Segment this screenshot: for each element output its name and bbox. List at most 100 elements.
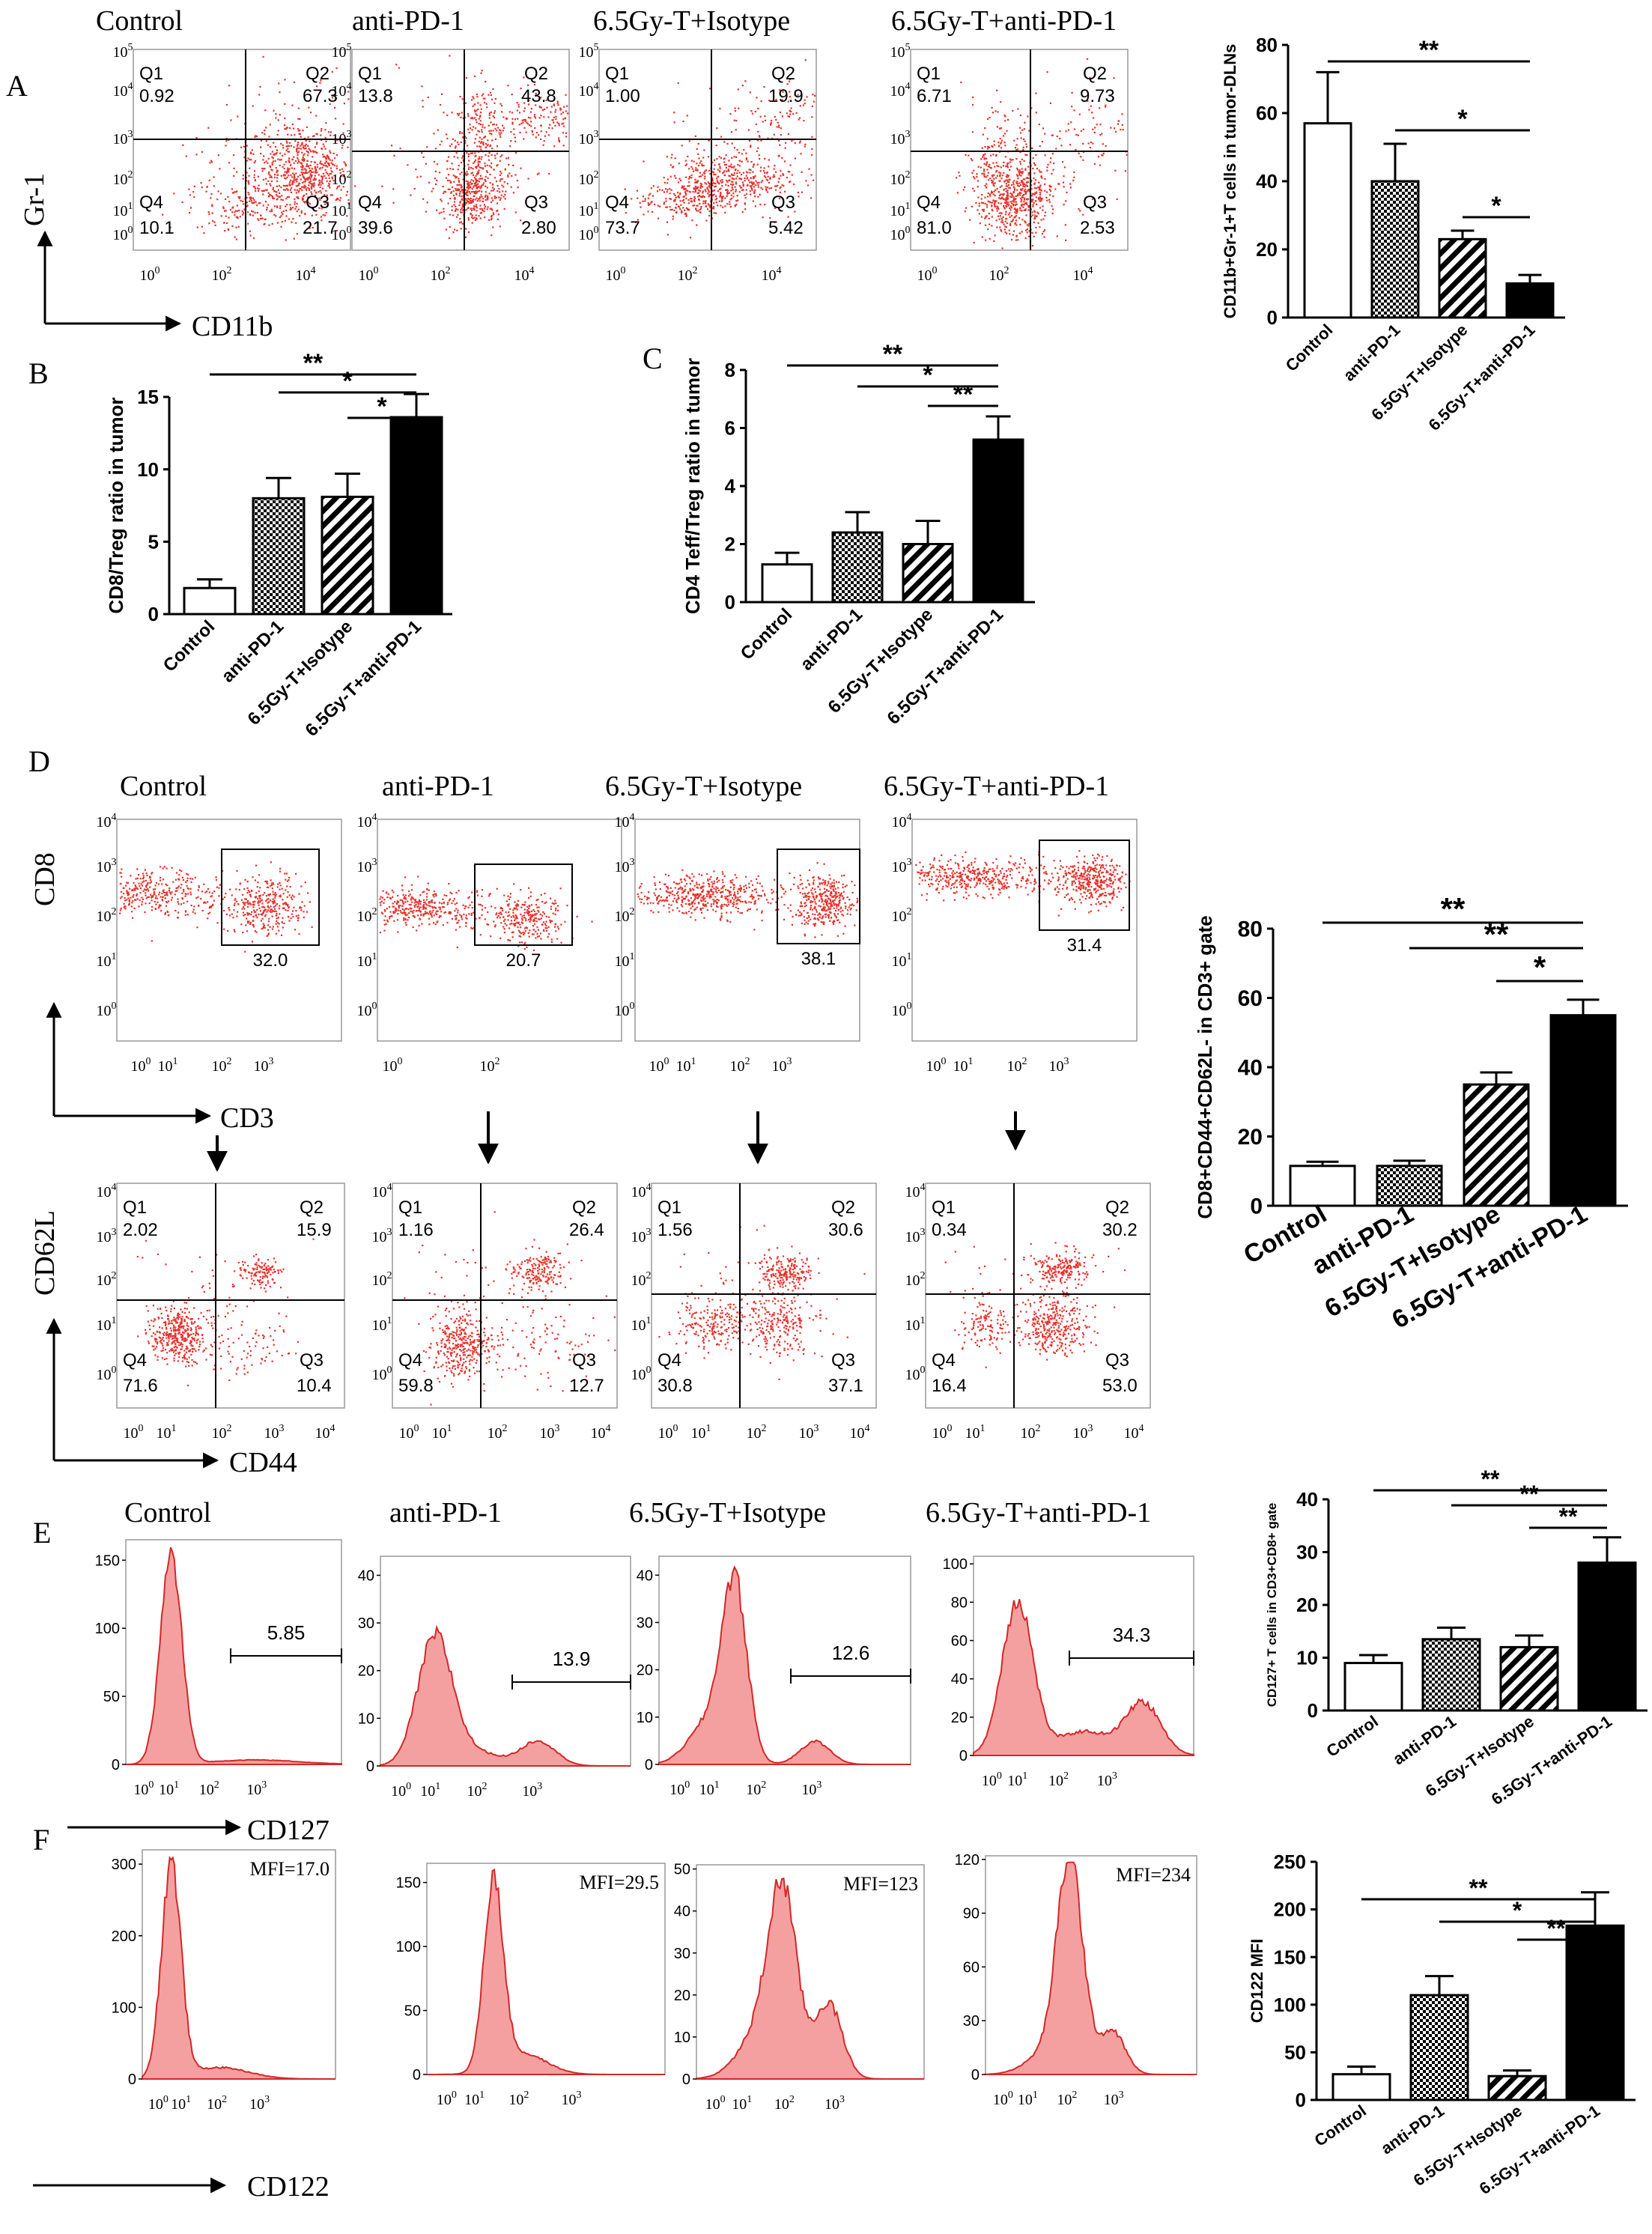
event-dot	[1004, 213, 1006, 216]
event-dot	[470, 152, 472, 154]
event-dot	[707, 879, 709, 881]
event-dot	[470, 926, 473, 929]
event-dot	[697, 153, 699, 155]
event-dot	[991, 112, 994, 114]
event-dot	[752, 171, 754, 173]
event-dot	[460, 141, 462, 144]
event-dot	[701, 163, 703, 166]
event-dot	[516, 102, 518, 104]
event-dot	[1022, 185, 1024, 187]
event-dot	[729, 203, 731, 205]
event-dot	[289, 189, 291, 191]
event-dot	[473, 911, 475, 914]
event-dot	[1015, 212, 1018, 214]
event-dot	[731, 174, 733, 176]
event-dot	[720, 195, 723, 198]
event-dot	[747, 172, 749, 174]
event-dot	[556, 102, 559, 105]
event-dot	[305, 147, 307, 149]
event-dot	[1009, 205, 1012, 207]
event-dot	[465, 914, 467, 917]
event-dot	[269, 146, 271, 148]
event-dot	[253, 176, 255, 179]
event-dot	[326, 157, 328, 160]
event-dot	[341, 147, 343, 149]
event-dot	[231, 894, 233, 896]
event-dot	[553, 116, 555, 118]
event-dot	[328, 184, 330, 186]
event-dot	[708, 194, 711, 196]
event-dot	[714, 900, 717, 902]
event-dot	[475, 204, 478, 206]
event-dot	[805, 180, 807, 182]
event-dot	[232, 192, 234, 194]
event-dot	[511, 923, 513, 925]
event-dot	[307, 136, 309, 139]
event-dot	[565, 110, 567, 112]
event-dot	[1018, 171, 1020, 173]
event-dot	[481, 190, 483, 192]
event-dot	[789, 180, 792, 183]
event-dot	[501, 908, 503, 910]
event-dot	[528, 887, 530, 889]
event-dot	[135, 885, 137, 887]
event-dot	[636, 189, 638, 192]
event-dot	[177, 902, 180, 905]
event-dot	[1004, 220, 1006, 222]
event-dot	[747, 177, 749, 179]
event-dot	[336, 139, 338, 142]
event-dot	[508, 903, 510, 905]
event-dot	[1013, 201, 1015, 203]
event-dot	[1017, 148, 1019, 151]
event-dot	[296, 196, 298, 198]
event-dot	[409, 893, 411, 896]
event-dot	[467, 185, 470, 187]
event-dot	[477, 163, 479, 166]
event-dot	[422, 914, 425, 917]
event-dot	[744, 884, 747, 887]
event-dot	[970, 158, 973, 160]
event-dot	[272, 898, 274, 900]
event-dot	[1024, 178, 1026, 180]
event-dot	[347, 98, 350, 100]
event-dot	[517, 926, 519, 929]
event-dot	[260, 146, 262, 148]
event-dot	[426, 896, 428, 898]
event-dot	[258, 913, 260, 915]
event-dot	[764, 172, 766, 174]
event-dot	[482, 183, 485, 186]
event-dot	[233, 929, 235, 931]
event-dot	[131, 902, 133, 904]
event-dot	[530, 121, 532, 123]
event-dot	[509, 908, 511, 910]
event-dot	[726, 193, 729, 195]
event-dot	[1088, 109, 1090, 111]
event-dot	[517, 899, 520, 902]
event-dot	[478, 169, 480, 172]
panelA-flow-0-frame	[133, 49, 351, 251]
event-dot	[711, 178, 714, 180]
event-dot	[300, 210, 303, 212]
event-dot	[1028, 204, 1030, 207]
event-dot	[321, 148, 323, 150]
event-dot	[737, 169, 739, 172]
event-dot	[719, 917, 721, 920]
event-dot	[267, 934, 270, 936]
event-dot	[479, 161, 481, 163]
event-dot	[479, 204, 482, 207]
event-dot	[753, 929, 756, 931]
event-dot	[467, 231, 470, 234]
event-dot	[1025, 229, 1027, 231]
event-dot	[758, 135, 761, 137]
event-dot	[479, 212, 482, 214]
panelE-title-antipd1: anti-PD-1	[389, 1497, 502, 1529]
event-dot	[142, 898, 145, 900]
event-dot	[166, 902, 168, 904]
event-dot	[1042, 209, 1044, 211]
event-dot	[1124, 170, 1126, 172]
event-dot	[994, 205, 996, 207]
event-dot	[1050, 186, 1052, 188]
event-dot	[287, 145, 289, 147]
event-dot	[476, 192, 478, 194]
event-dot	[294, 189, 296, 191]
